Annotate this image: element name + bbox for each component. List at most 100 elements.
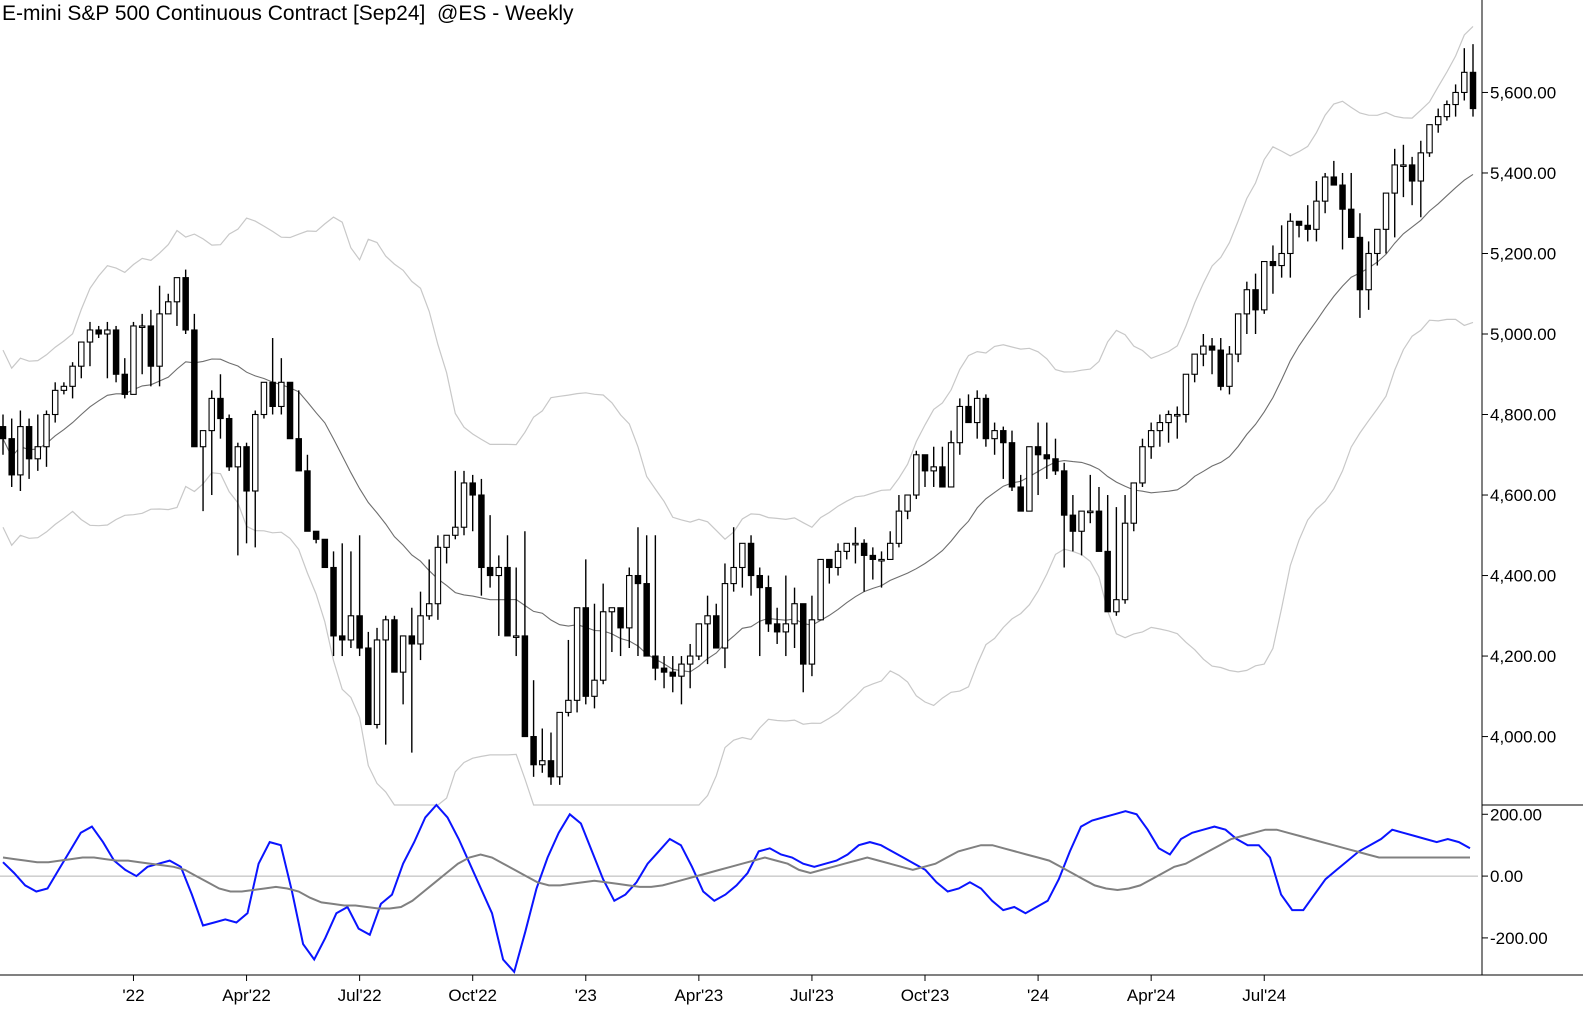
- candle-body: [252, 413, 259, 492]
- candle-body: [130, 325, 137, 395]
- candle-body: [930, 466, 937, 472]
- candle-body: [991, 430, 998, 440]
- candle-body: [660, 667, 668, 673]
- candle-body: [686, 655, 694, 665]
- candle-body: [391, 619, 398, 673]
- candle-body: [1147, 430, 1155, 448]
- candle-body: [895, 510, 903, 544]
- candle-body: [112, 329, 120, 375]
- candle-body: [843, 542, 850, 552]
- candle-body: [869, 554, 877, 560]
- candle-body: [17, 426, 24, 476]
- candle-body: [1034, 446, 1042, 456]
- candle-body: [782, 623, 790, 633]
- candle-body: [547, 760, 555, 778]
- candle-body: [478, 494, 485, 569]
- candle-body: [591, 679, 598, 697]
- candle-body: [1269, 260, 1277, 267]
- candle-body: [939, 466, 946, 488]
- candle-body: [138, 325, 146, 328]
- candle-body: [1121, 522, 1129, 601]
- candle-body: [1347, 208, 1355, 238]
- candle-body: [878, 558, 885, 562]
- price-tick-label: 5,000.00: [1490, 325, 1556, 344]
- candle-body: [417, 615, 424, 645]
- candle-body: [1104, 550, 1111, 613]
- candle-body: [504, 566, 511, 637]
- candle-body: [521, 635, 529, 738]
- candle-body: [278, 381, 285, 408]
- candle-body: [173, 277, 181, 303]
- price-tick-label: 4,000.00: [1490, 728, 1556, 747]
- candle-body: [956, 405, 964, 444]
- candle-body: [165, 301, 172, 315]
- time-tick-label: Oct'23: [901, 986, 950, 1005]
- candle-body: [1382, 192, 1390, 230]
- candle-body: [512, 635, 520, 638]
- candle-body: [860, 542, 868, 556]
- price-tick-label: 4,800.00: [1490, 406, 1556, 425]
- candle-body: [356, 615, 363, 649]
- candle-body: [347, 615, 355, 641]
- candle-body: [1426, 124, 1433, 154]
- price-tick-label: 4,600.00: [1490, 486, 1556, 505]
- candle-body: [1252, 289, 1259, 311]
- candle-body: [747, 542, 755, 577]
- candle-body: [1217, 349, 1224, 387]
- candle-body: [913, 454, 920, 496]
- candle-body: [1278, 252, 1285, 267]
- candle-body: [1043, 454, 1051, 460]
- oscillator-panel: [0, 803, 1478, 974]
- candle-body: [104, 329, 111, 335]
- candle-body: [765, 587, 772, 625]
- candle-body: [8, 438, 15, 476]
- moving-average-line: [2, 173, 1474, 673]
- candle-body: [904, 494, 911, 512]
- candle-body: [286, 381, 294, 440]
- candle-body: [530, 736, 537, 766]
- candle-body: [608, 607, 616, 613]
- candle-body: [1469, 71, 1477, 110]
- time-tick-label: '24: [1027, 986, 1049, 1005]
- candle-body: [51, 389, 59, 416]
- candle-body: [425, 603, 433, 617]
- candle-body: [1052, 458, 1059, 472]
- candle-body: [1026, 446, 1033, 512]
- candle-body: [1330, 176, 1338, 186]
- candle-body: [1313, 200, 1320, 230]
- candle-body: [652, 655, 659, 669]
- candle-body: [704, 615, 711, 625]
- candle-body: [791, 603, 798, 625]
- candle-body: [817, 558, 824, 621]
- candle-body: [826, 558, 833, 569]
- candle-body: [1356, 236, 1364, 291]
- candle-body: [1078, 510, 1085, 532]
- candle-body: [1069, 514, 1077, 532]
- candle-body: [573, 607, 581, 701]
- candle-body: [1287, 220, 1294, 255]
- candle-body: [60, 385, 68, 391]
- time-tick-label: '23: [575, 986, 597, 1005]
- candle-body: [0, 426, 7, 440]
- candle-body: [1156, 422, 1164, 432]
- candle-body: [730, 566, 737, 585]
- candle-body: [1339, 184, 1346, 210]
- candle-body: [321, 538, 329, 569]
- candle-body: [1165, 413, 1172, 424]
- candle-body: [208, 397, 216, 432]
- candle-body: [382, 619, 389, 641]
- lower-band-line: [2, 318, 1474, 806]
- candle-body: [669, 671, 677, 677]
- candle-body: [408, 635, 416, 645]
- candle-body: [1321, 176, 1329, 202]
- oscillator-tick-label: 0.00: [1490, 867, 1523, 886]
- candle-body: [1260, 260, 1268, 311]
- candle-body: [634, 574, 642, 585]
- candle-body: [95, 329, 102, 335]
- candle-body: [330, 566, 337, 637]
- price-tick-label: 5,600.00: [1490, 83, 1556, 102]
- candle-body: [1243, 289, 1251, 315]
- candle-body: [34, 446, 42, 460]
- candle-body: [260, 381, 268, 416]
